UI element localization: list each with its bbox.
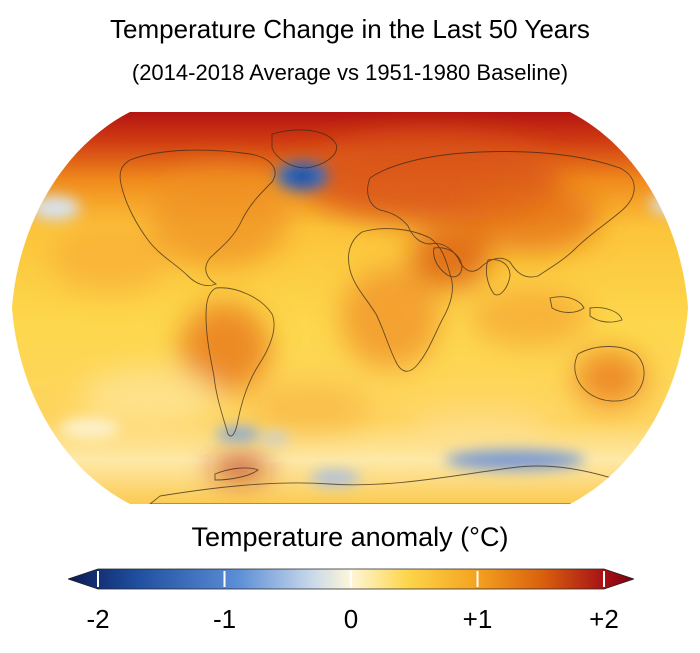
map-field	[12, 112, 688, 504]
legend-title: Temperature anomaly (°C)	[191, 522, 509, 552]
map-svg	[12, 112, 688, 504]
colorbar-tick-label: 0	[343, 604, 359, 634]
colorbar-tick-label: -1	[212, 604, 237, 634]
colorbar	[68, 568, 634, 590]
colorbar-tick-label: -2	[86, 604, 110, 634]
map-title: Temperature Change in the Last 50 Years	[110, 14, 590, 44]
colorbar-tick-label: +2	[589, 604, 619, 634]
map-subtitle: (2014-2018 Average vs 1951-1980 Baseline…	[131, 60, 569, 85]
colorbar-tick-label: +1	[462, 604, 493, 634]
world-temperature-map	[10, 108, 690, 508]
continent-outlines	[119, 129, 652, 504]
colorbar-ticks	[97, 571, 605, 587]
